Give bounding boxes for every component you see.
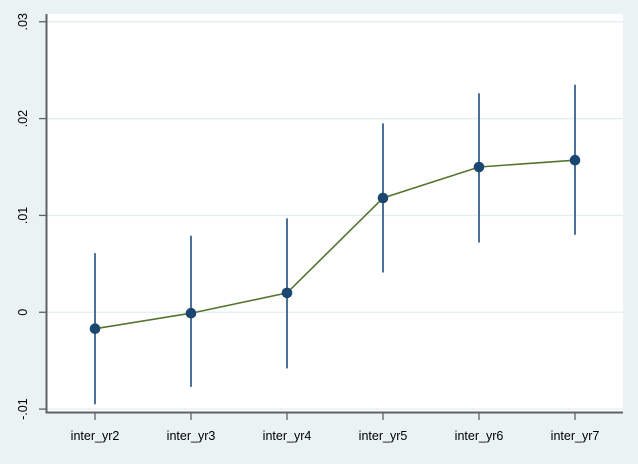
y-tick-label: .01 <box>16 207 30 224</box>
estimate-marker <box>281 287 293 299</box>
estimate-marker <box>377 192 389 204</box>
x-tick-label: inter_yr7 <box>551 429 600 443</box>
estimate-marker <box>569 154 581 166</box>
estimate-marker <box>89 323 101 335</box>
y-tick-label: 0 <box>16 309 30 316</box>
x-tick-label: inter_yr2 <box>71 429 120 443</box>
x-tick-label: inter_yr5 <box>359 429 408 443</box>
x-tick-label: inter_yr3 <box>167 429 216 443</box>
estimate-marker <box>473 161 485 173</box>
x-tick-label: inter_yr6 <box>455 429 504 443</box>
estimate-line <box>94 159 576 330</box>
y-tick-label: -.01 <box>16 398 30 420</box>
plot-area <box>47 14 623 412</box>
y-tick-label: .02 <box>16 110 30 127</box>
x-tick-label: inter_yr4 <box>263 429 312 443</box>
y-tick-label: .03 <box>16 13 30 30</box>
estimate-marker <box>185 307 197 319</box>
